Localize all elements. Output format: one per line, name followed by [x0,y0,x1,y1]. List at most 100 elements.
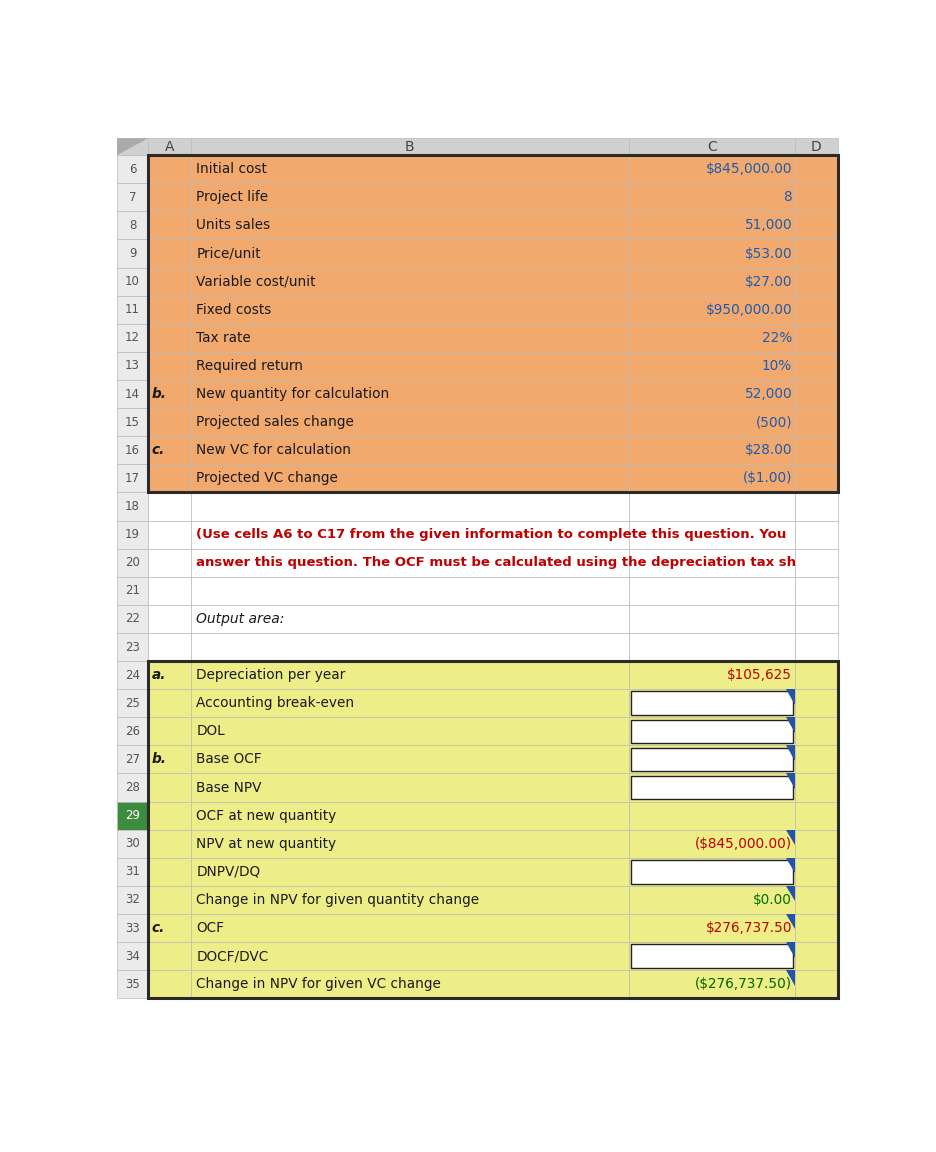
FancyBboxPatch shape [191,970,628,999]
FancyBboxPatch shape [148,970,191,999]
Text: 24: 24 [125,668,140,682]
Text: Tax rate: Tax rate [197,331,251,344]
Text: NPV at new quantity: NPV at new quantity [197,836,337,851]
FancyBboxPatch shape [191,492,628,521]
Text: 27: 27 [125,753,140,766]
FancyBboxPatch shape [628,829,795,858]
Text: 26: 26 [125,725,140,737]
Text: b.: b. [152,387,167,401]
FancyBboxPatch shape [628,632,795,661]
Text: 23: 23 [125,641,140,653]
FancyBboxPatch shape [117,632,148,661]
FancyBboxPatch shape [148,156,191,183]
FancyBboxPatch shape [117,802,148,829]
FancyBboxPatch shape [191,661,628,689]
Text: 10%: 10% [762,359,792,373]
FancyBboxPatch shape [191,548,628,577]
FancyBboxPatch shape [191,802,628,829]
FancyBboxPatch shape [148,183,191,211]
FancyBboxPatch shape [191,324,628,351]
FancyBboxPatch shape [191,521,628,548]
FancyBboxPatch shape [795,156,838,183]
Text: 32: 32 [125,894,140,907]
Text: c.: c. [152,922,165,935]
FancyBboxPatch shape [148,632,191,661]
FancyBboxPatch shape [628,970,795,999]
Text: 16: 16 [125,444,140,457]
Text: (Use cells A6 to C17 from the given information to complete this question. You: (Use cells A6 to C17 from the given info… [197,528,787,541]
Text: 22: 22 [125,613,140,626]
FancyBboxPatch shape [148,240,191,267]
FancyBboxPatch shape [628,689,795,718]
FancyBboxPatch shape [117,492,148,521]
FancyBboxPatch shape [628,521,795,548]
FancyBboxPatch shape [191,211,628,240]
Text: 22%: 22% [762,331,792,344]
FancyBboxPatch shape [148,689,191,718]
FancyBboxPatch shape [191,773,628,802]
FancyBboxPatch shape [148,886,191,914]
FancyBboxPatch shape [117,380,148,408]
FancyBboxPatch shape [628,886,795,914]
FancyBboxPatch shape [117,829,148,858]
Text: $950,000.00: $950,000.00 [706,303,792,317]
FancyBboxPatch shape [117,970,148,999]
FancyBboxPatch shape [795,605,838,632]
FancyBboxPatch shape [148,380,191,408]
Text: Base OCF: Base OCF [197,752,262,766]
Text: 8: 8 [783,190,792,204]
Text: Depreciation per year: Depreciation per year [197,668,345,682]
FancyBboxPatch shape [191,886,628,914]
FancyBboxPatch shape [148,437,191,464]
FancyBboxPatch shape [795,138,838,156]
FancyBboxPatch shape [117,408,148,437]
FancyBboxPatch shape [795,380,838,408]
FancyBboxPatch shape [148,745,191,773]
FancyBboxPatch shape [148,718,191,745]
FancyBboxPatch shape [117,138,148,156]
Text: 30: 30 [125,838,139,850]
FancyBboxPatch shape [628,605,795,632]
Text: 52,000: 52,000 [745,387,792,401]
FancyBboxPatch shape [117,718,148,745]
FancyBboxPatch shape [795,942,838,970]
FancyBboxPatch shape [191,267,628,296]
Text: A: A [165,139,174,153]
Polygon shape [785,689,795,705]
FancyBboxPatch shape [191,942,628,970]
FancyBboxPatch shape [117,267,148,296]
FancyBboxPatch shape [628,351,795,380]
FancyBboxPatch shape [795,464,838,492]
Text: ($276,737.50): ($276,737.50) [695,977,792,991]
FancyBboxPatch shape [795,437,838,464]
FancyBboxPatch shape [795,914,838,942]
Polygon shape [785,773,795,789]
Text: $276,737.50: $276,737.50 [706,949,792,963]
FancyBboxPatch shape [148,464,191,492]
Polygon shape [785,970,795,986]
FancyBboxPatch shape [628,942,795,970]
FancyBboxPatch shape [148,324,191,351]
Text: 18: 18 [125,500,140,513]
FancyBboxPatch shape [795,886,838,914]
FancyBboxPatch shape [795,661,838,689]
FancyBboxPatch shape [191,138,628,156]
FancyBboxPatch shape [191,464,628,492]
FancyBboxPatch shape [795,858,838,886]
Text: 20: 20 [125,556,140,569]
FancyBboxPatch shape [628,437,795,464]
FancyBboxPatch shape [795,211,838,240]
FancyBboxPatch shape [148,296,191,324]
Text: a.: a. [152,668,166,682]
FancyBboxPatch shape [631,775,793,799]
FancyBboxPatch shape [148,548,191,577]
FancyBboxPatch shape [628,156,795,183]
FancyBboxPatch shape [628,577,795,605]
Text: Projected VC change: Projected VC change [197,471,338,485]
Text: 35: 35 [125,978,139,991]
Text: ($845,000.00): ($845,000.00) [695,836,792,851]
FancyBboxPatch shape [148,942,191,970]
FancyBboxPatch shape [795,351,838,380]
FancyBboxPatch shape [795,267,838,296]
FancyBboxPatch shape [148,829,191,858]
